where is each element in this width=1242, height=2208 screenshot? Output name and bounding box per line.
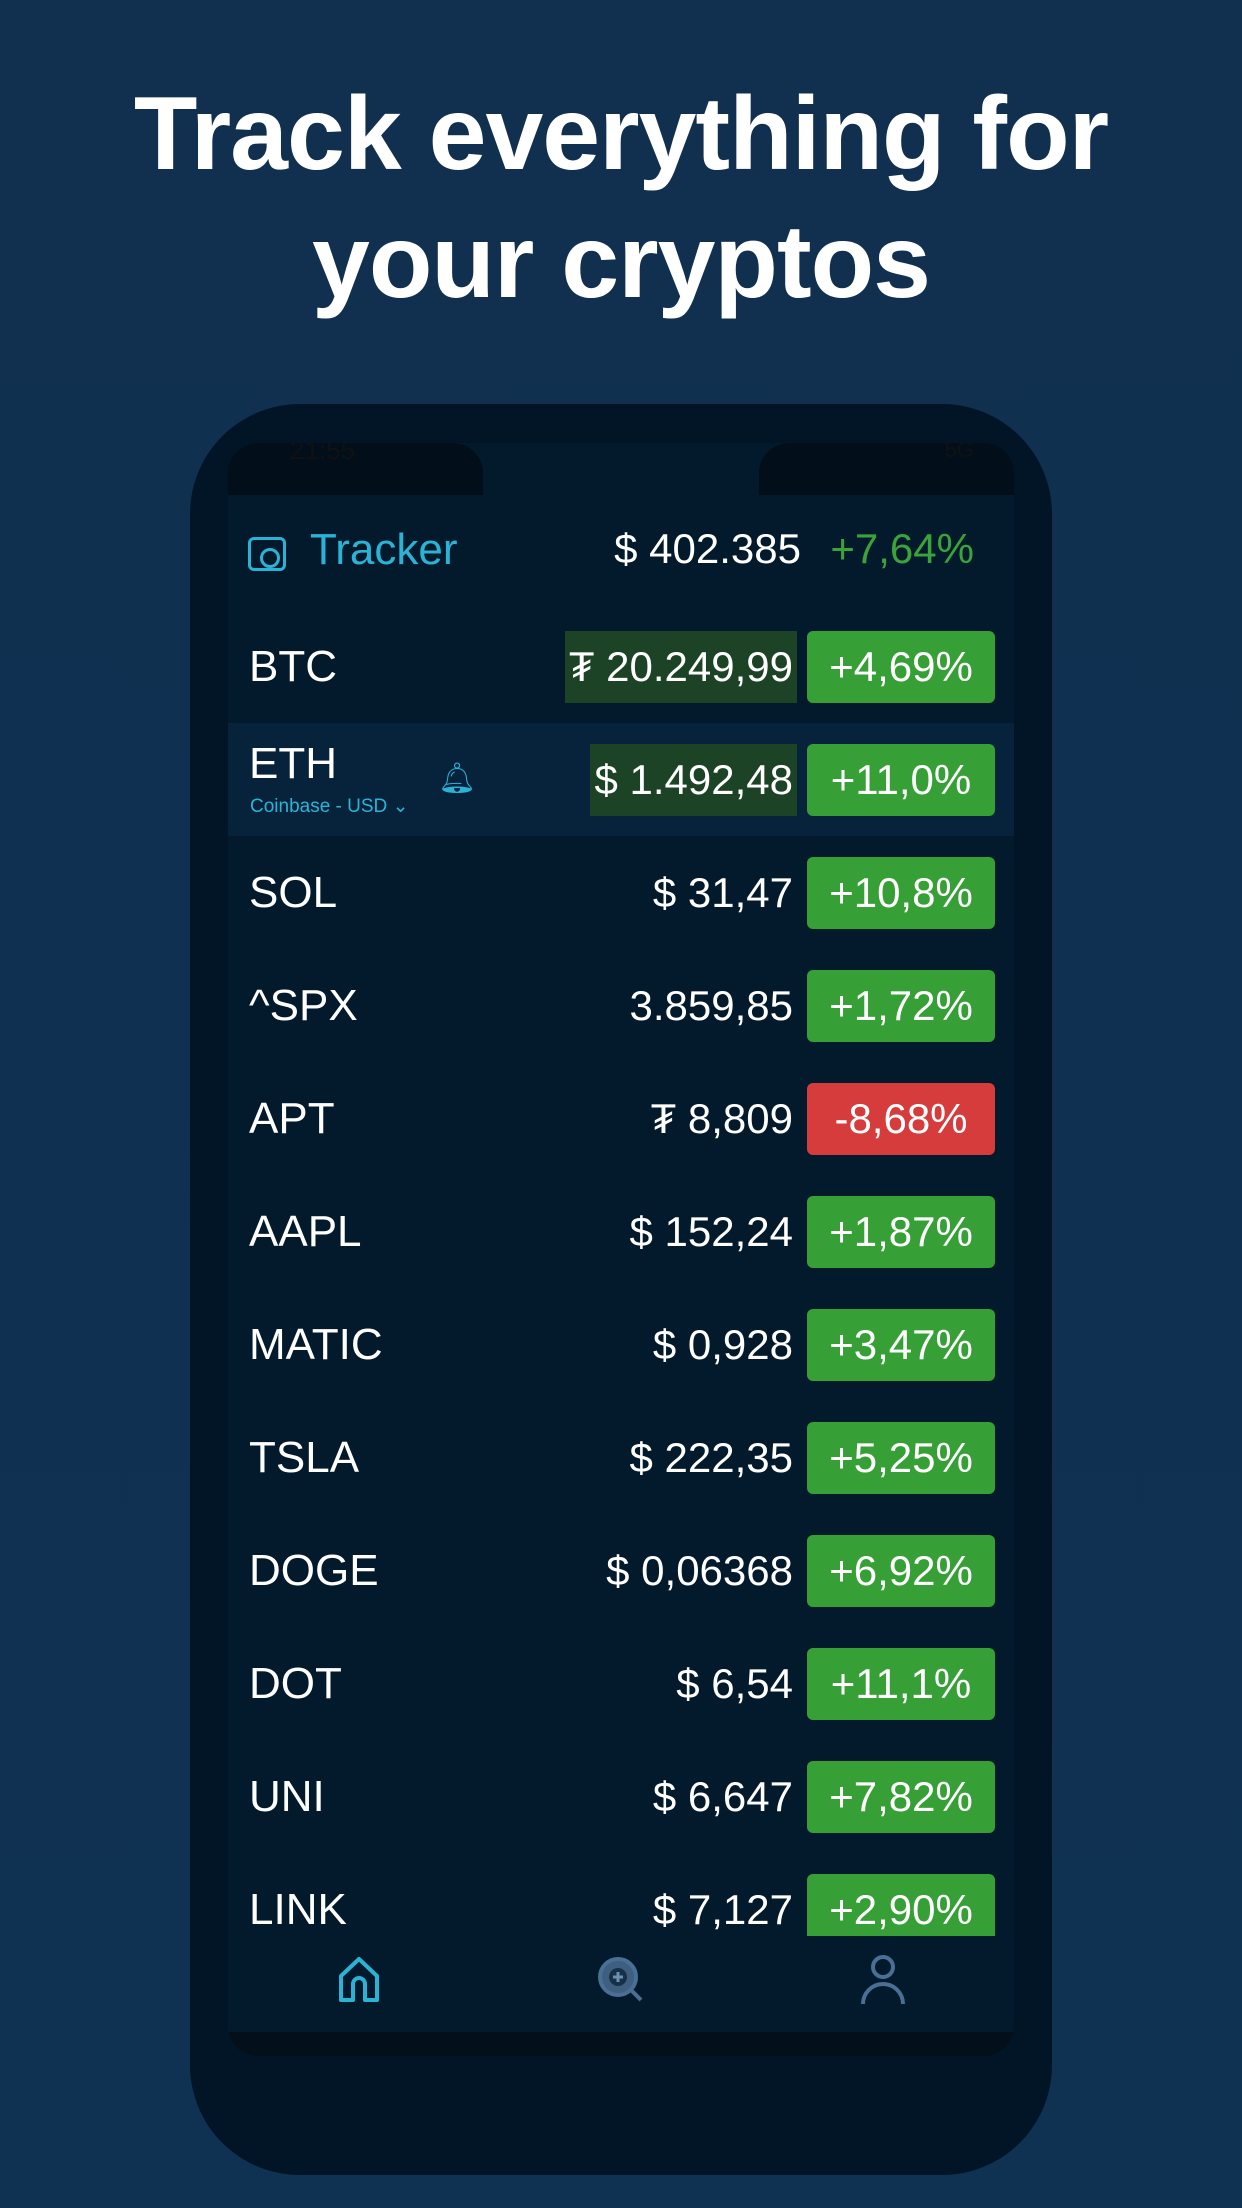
portfolio-total: $ 402.385 [614, 525, 801, 572]
app-title: Tracker [310, 525, 458, 574]
status-network: 5G [944, 443, 974, 462]
exchange-label: Coinbase - USD [250, 796, 388, 817]
headline-line-1: Track everything for [133, 76, 1109, 192]
change-badge[interactable]: +11,0% [807, 744, 995, 816]
bottom-nav [228, 1936, 1014, 2032]
change-badge[interactable]: +6,92% [807, 1535, 995, 1607]
price: $ 0,06368 [606, 1547, 793, 1594]
symbol: SOL [249, 868, 338, 917]
portfolio-change: +7,64% [830, 525, 974, 572]
price: 3.859,85 [629, 982, 794, 1029]
price: ₮ 20.249,99 [564, 631, 797, 703]
price: $ 6,647 [652, 1773, 793, 1820]
symbol: BTC [249, 642, 337, 691]
exchange-selector[interactable]: Coinbase - USD ⌄ [250, 795, 408, 818]
symbol: LINK [249, 1885, 347, 1934]
change-badge[interactable]: +2,90% [807, 1874, 995, 1946]
chevron-down-icon: ⌄ [392, 796, 409, 817]
nav-search-add[interactable] [591, 1950, 651, 2010]
price: $ 152,24 [629, 1208, 794, 1255]
price: ₮ 8,809 [650, 1095, 793, 1142]
status-bar-right: 5G [759, 443, 1014, 495]
change-badge[interactable]: +3,47% [807, 1309, 995, 1381]
status-time: 21:55 [290, 443, 356, 465]
bell-icon[interactable]: 🔔︎ [438, 762, 477, 795]
wallet-eye-icon[interactable] [248, 537, 286, 571]
price: $ 1.492,48 [590, 744, 797, 816]
list-item[interactable]: TSLA $ 222,35 +5,25% [228, 1401, 1014, 1514]
symbol: DOT [249, 1659, 342, 1708]
change-badge[interactable]: +4,69% [807, 631, 995, 703]
headline-line-2: your cryptos [312, 204, 931, 320]
change-badge[interactable]: -8,68% [807, 1083, 995, 1155]
price: $ 0,928 [652, 1321, 793, 1368]
symbol: APT [249, 1094, 335, 1143]
list-item[interactable]: LINK $ 7,127 +2,90% [228, 1853, 1014, 1966]
symbol: AAPL [249, 1207, 362, 1256]
home-indicator-area [228, 2032, 1014, 2056]
list-item[interactable]: SOL $ 31,47 +10,8% [228, 836, 1014, 949]
nav-profile[interactable] [853, 1950, 913, 2010]
list-item[interactable]: AAPL $ 152,24 +1,87% [228, 1175, 1014, 1288]
nav-home[interactable] [329, 1950, 389, 2010]
list-item[interactable]: DOT $ 6,54 +11,1% [228, 1627, 1014, 1740]
change-badge[interactable]: +7,82% [807, 1761, 995, 1833]
list-item[interactable]: ETH Coinbase - USD ⌄ 🔔︎ $ 1.492,48 +11,0% [228, 723, 1014, 836]
headline: Track everything for your cryptos [0, 70, 1242, 326]
list-item[interactable]: UNI $ 6,647 +7,82% [228, 1740, 1014, 1853]
search-add-icon [598, 1957, 643, 2002]
home-icon [339, 1957, 379, 2002]
symbol: TSLA [249, 1433, 360, 1482]
app-header: Tracker $ 402.385 +7,64% [228, 525, 1014, 581]
list-item[interactable]: BTC ₮ 20.249,99 +4,69% [228, 610, 1014, 723]
list-item[interactable]: APT ₮ 8,809 -8,68% [228, 1062, 1014, 1175]
app-screen: 21:55 5G Tracker $ 402.385 +7,64% BTC ₮ 2… [228, 443, 1014, 2056]
price: $ 222,35 [629, 1434, 794, 1481]
user-icon [861, 1955, 905, 2005]
list-item[interactable]: MATIC $ 0,928 +3,47% [228, 1288, 1014, 1401]
list-item[interactable]: ^SPX 3.859,85 +1,72% [228, 949, 1014, 1062]
list-item[interactable]: DOGE $ 0,06368 +6,92% [228, 1514, 1014, 1627]
change-badge[interactable]: +5,25% [807, 1422, 995, 1494]
symbol: ETH [249, 739, 337, 788]
symbol: ^SPX [249, 981, 358, 1030]
change-badge[interactable]: +10,8% [807, 857, 995, 929]
symbol: UNI [249, 1772, 325, 1821]
symbol: MATIC [249, 1320, 383, 1369]
change-badge[interactable]: +1,72% [807, 970, 995, 1042]
change-badge[interactable]: +1,87% [807, 1196, 995, 1268]
change-badge[interactable]: +11,1% [807, 1648, 995, 1720]
price: $ 31,47 [652, 869, 793, 916]
symbol: DOGE [249, 1546, 379, 1595]
price: $ 6,54 [676, 1660, 793, 1707]
price: $ 7,127 [652, 1886, 793, 1933]
status-bar-left: 21:55 [228, 443, 483, 495]
